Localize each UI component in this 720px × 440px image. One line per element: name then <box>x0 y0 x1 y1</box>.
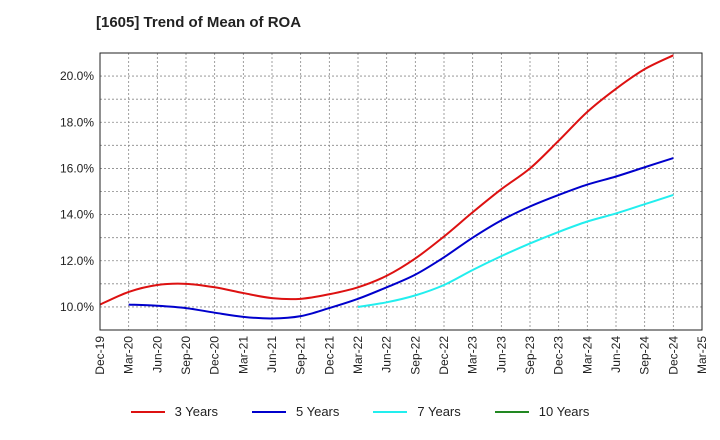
series-line-7-years <box>357 194 674 308</box>
legend-swatch <box>252 410 286 413</box>
legend-item: 10 Years <box>494 404 590 419</box>
x-tick-label: Mar-21 <box>236 336 250 374</box>
x-tick-label: Dec-24 <box>666 336 680 375</box>
y-tick-label: 20.0% <box>60 69 94 83</box>
series-line-3-years <box>99 54 674 306</box>
x-tick-label: Sep-20 <box>179 336 193 375</box>
x-tick-label: Jun-21 <box>265 336 279 373</box>
x-tick-label: Dec-20 <box>208 336 222 375</box>
series-lines <box>99 54 674 320</box>
chart-title: [1605] Trend of Mean of ROA <box>96 14 302 31</box>
x-tick-label: Mar-23 <box>466 336 480 374</box>
y-tick-label: 12.0% <box>60 254 94 268</box>
x-tick-label: Sep-23 <box>523 336 537 375</box>
x-axis-ticks: Dec-19 Mar-20 Jun-20 Sep-20 Dec-20 Mar-21 Jun-… <box>93 336 709 375</box>
line-chart: 10.0% 12.0% 14.0% 16.0% 18.0% 20.0% Dec-19 Mar… <box>60 52 709 375</box>
x-tick-label: Jun-22 <box>380 336 394 373</box>
legend-item: 7 Years <box>373 404 461 419</box>
x-tick-label: Jun-20 <box>150 336 164 373</box>
legend-swatch <box>373 410 408 413</box>
legend-item: 3 Years <box>130 404 218 419</box>
x-tick-label: Sep-21 <box>294 336 308 375</box>
legend-label: 5 Years <box>296 404 340 419</box>
x-tick-label: Dec-19 <box>93 336 107 375</box>
legend-label: 7 Years <box>417 404 461 419</box>
x-tick-label: Sep-24 <box>638 336 652 375</box>
x-tick-label: Jun-23 <box>494 336 508 373</box>
y-tick-label: 10.0% <box>60 300 94 314</box>
series-line-5-years <box>128 157 674 320</box>
x-tick-label: Jun-24 <box>609 336 623 373</box>
legend: 3 Years 5 Years 7 Years 10 Years <box>0 404 720 419</box>
plot-frame <box>99 52 703 331</box>
x-tick-label: Dec-21 <box>322 336 336 375</box>
x-tick-label: Dec-23 <box>552 336 566 375</box>
grid-lines <box>100 53 702 330</box>
x-tick-label: Mar-24 <box>580 336 594 374</box>
x-tick-label: Sep-22 <box>408 336 422 375</box>
legend-label: 10 Years <box>538 404 590 419</box>
x-tick-label: Dec-22 <box>437 336 451 375</box>
y-axis-ticks: 10.0% 12.0% 14.0% 16.0% 18.0% 20.0% <box>60 69 94 314</box>
x-tick-label: Mar-25 <box>695 336 709 374</box>
legend-swatch <box>130 410 165 413</box>
y-tick-label: 18.0% <box>60 115 94 129</box>
y-tick-label: 16.0% <box>60 161 94 175</box>
y-tick-label: 14.0% <box>60 208 94 222</box>
legend-item: 5 Years <box>252 404 339 419</box>
x-tick-label: Mar-22 <box>351 336 365 374</box>
legend-swatch <box>494 410 529 413</box>
x-tick-label: Mar-20 <box>122 336 136 374</box>
legend-label: 3 Years <box>174 404 218 419</box>
